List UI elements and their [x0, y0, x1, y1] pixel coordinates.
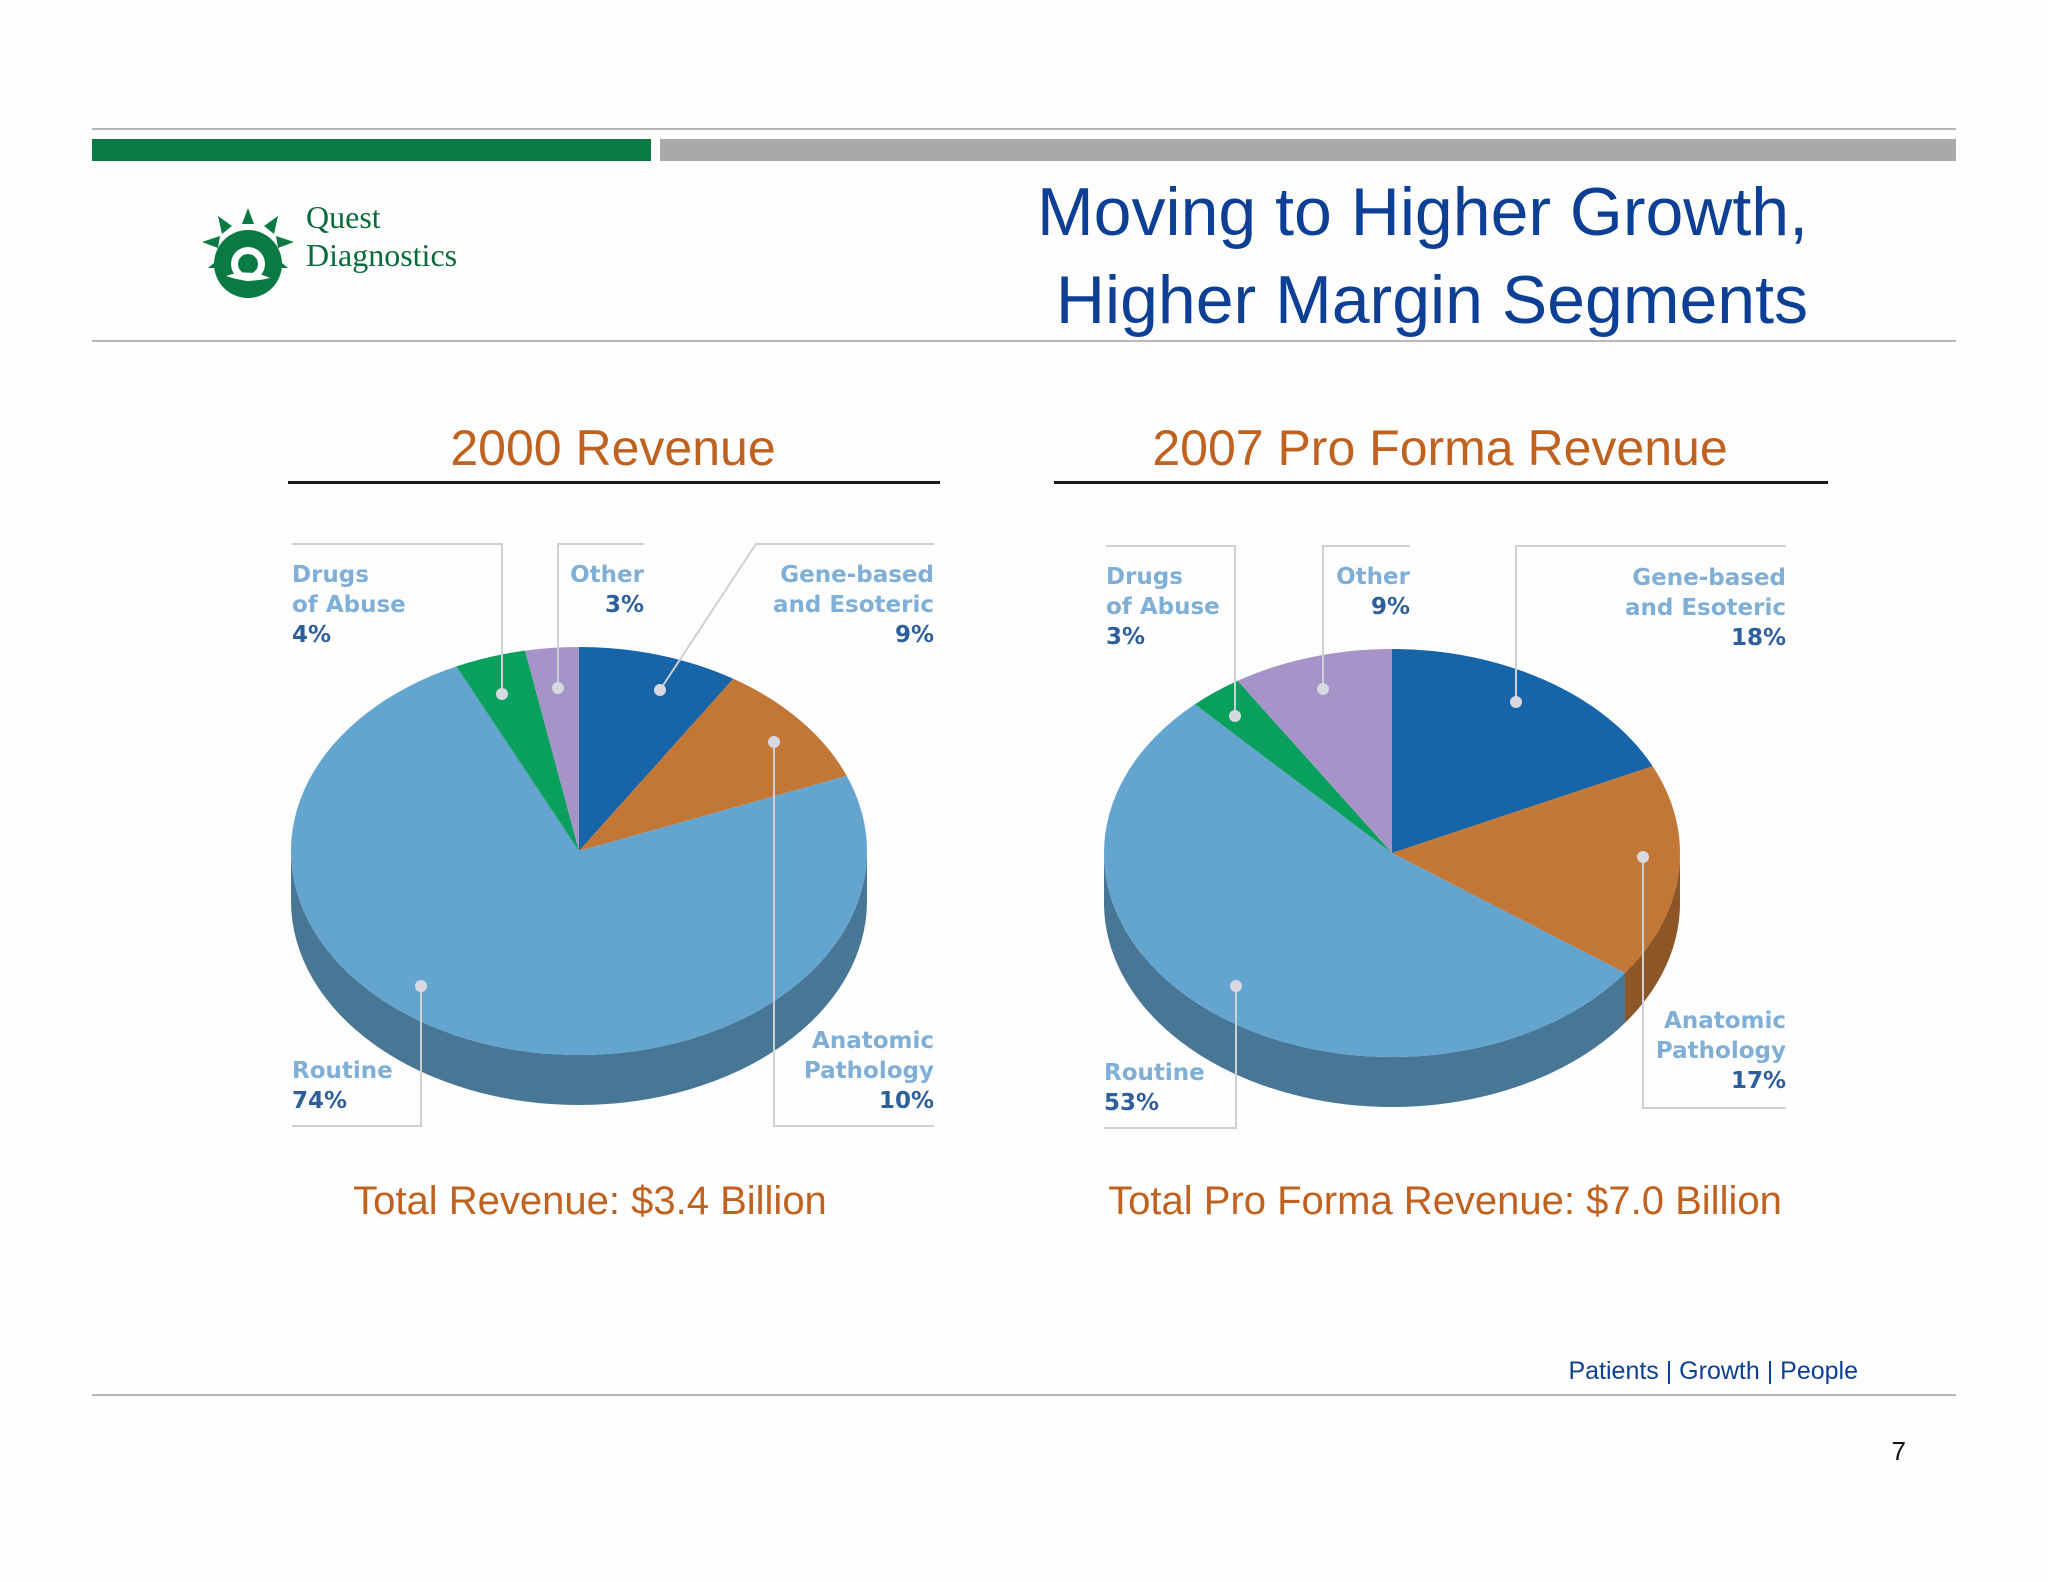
header-divider	[92, 340, 1956, 342]
pie-1-anatomic-pathology-value-label: 10%	[879, 1088, 934, 1114]
pie-1-routine-side	[291, 851, 867, 1105]
pie-1-gene-based-value-label: 9%	[895, 622, 934, 648]
pie-1-drugs-of-abuse-leader-dot	[496, 688, 508, 700]
pie-2-gene-based-leader-dot	[1510, 696, 1522, 708]
chart-1-title-underline	[288, 481, 940, 484]
pie-2-drugs-of-abuse-value-label: 3%	[1106, 624, 1145, 650]
pie-1-gene-based-name-label: Gene-based	[780, 562, 934, 588]
pie-chart-1: Gene-based and Esoteric 9% Anatomic Patholog…	[291, 543, 934, 1127]
top-rule	[92, 128, 1956, 130]
pie-1-other-leader-dot	[552, 682, 564, 694]
pie-2-anatomic-pathology-value-label: 17%	[1731, 1068, 1786, 1094]
pie-2-anatomic-pathology-side	[1624, 853, 1680, 1023]
pie-2-gene-based-slice	[1392, 649, 1653, 853]
pie-1-routine-slice	[291, 666, 868, 1055]
pie-1-drugs-of-abuse-name-label: Drugs	[292, 562, 369, 588]
pie-1-other-leader-line	[557, 543, 644, 688]
pie-2-other-name-label: Other	[1336, 564, 1411, 590]
pie-2-gene-based-value-label: 18%	[1731, 625, 1786, 651]
pie-1-anatomic-pathology-name-label: Pathology	[804, 1058, 934, 1084]
pie-2-other-value-label: 9%	[1371, 594, 1410, 620]
pie-2-other-leader-line	[1322, 545, 1410, 689]
green-header-bar	[92, 139, 651, 161]
pie-2-anatomic-pathology-slice	[1392, 766, 1680, 973]
pie-2-drugs-of-abuse-slice	[1194, 680, 1392, 853]
logo-wordmark: Quest Diagnostics	[306, 198, 457, 274]
pie-1-anatomic-pathology-name-label: Anatomic	[812, 1028, 934, 1054]
pie-2-anatomic-pathology-name-label: Pathology	[1656, 1038, 1786, 1064]
footer-tagline: Patients | Growth | People	[1568, 1357, 1858, 1385]
footer-rule	[92, 1394, 1956, 1396]
pie-1-gene-based-leader-line	[659, 543, 934, 691]
pie-2-routine-value-label: 53%	[1104, 1090, 1159, 1116]
quest-logo-icon	[202, 208, 294, 298]
pie-2-drugs-of-abuse-name-label: Drugs	[1106, 564, 1183, 590]
pie-2-anatomic-pathology-leader-line	[1642, 857, 1786, 1109]
pie-2-gene-based-leader-line	[1515, 545, 1786, 702]
gray-header-bar	[660, 139, 1956, 161]
pie-1-anatomic-pathology-slice	[579, 678, 847, 851]
pie-1-gene-based-leader-dot	[654, 684, 666, 696]
pie-2-anatomic-pathology-leader-dot	[1637, 851, 1649, 863]
pie-1-routine-name-label: Routine	[292, 1058, 393, 1084]
pie-1-other-value-label: 3%	[605, 592, 644, 618]
logo-line-1: Quest	[306, 199, 381, 235]
pie-2-gene-based-name-label: Gene-based	[1632, 565, 1786, 591]
pie-2-routine-leader-dot	[1230, 980, 1242, 992]
pie-1-drugs-of-abuse-leader-line	[292, 543, 503, 694]
pie-2-anatomic-pathology-name-label: Anatomic	[1664, 1008, 1786, 1034]
pie-2-routine-name-label: Routine	[1104, 1060, 1205, 1086]
pie-2-other-slice	[1237, 649, 1392, 853]
pie-2-other-leader-dot	[1317, 683, 1329, 695]
title-line-2: Higher Margin Segments	[1055, 262, 1808, 338]
pie-2-routine-side	[1104, 853, 1625, 1108]
chart-1-title: 2000 Revenue	[450, 420, 776, 476]
pie-1-drugs-of-abuse-slice	[456, 650, 579, 851]
pie-2-drugs-of-abuse-leader-line	[1106, 545, 1236, 716]
page-number: 7	[1891, 1436, 1906, 1466]
pie-1-other-name-label: Other	[570, 562, 645, 588]
pie-2-drugs-of-abuse-name-label: of Abuse	[1106, 594, 1220, 620]
pie-1-gene-based-name-label: and Esoteric	[773, 592, 934, 618]
chart-2-title-underline	[1054, 481, 1828, 484]
pie-2-drugs-of-abuse-leader-dot	[1229, 710, 1241, 722]
pie-1-drugs-of-abuse-name-label: of Abuse	[292, 592, 406, 618]
pie-1-anatomic-pathology-leader-dot	[768, 736, 780, 748]
logo-line-2: Diagnostics	[306, 237, 458, 273]
pie-1-gene-based-slice	[579, 647, 734, 851]
pie-chart-2: Gene-based and Esoteric 18% Anatomic Patholo…	[1104, 545, 1786, 1129]
pie-1-routine-leader-dot	[415, 980, 427, 992]
pie-1-other-slice	[525, 647, 579, 851]
pie-2-routine-leader-line	[1104, 986, 1237, 1129]
chart-2-title: 2007 Pro Forma Revenue	[1152, 420, 1728, 476]
chart-2-total-revenue: Total Pro Forma Revenue: $7.0 Billion	[1108, 1179, 1782, 1223]
pie-1-anatomic-pathology-leader-line	[773, 742, 934, 1127]
pie-2-routine-slice	[1104, 704, 1625, 1057]
pie-2-gene-based-name-label: and Esoteric	[1625, 595, 1786, 621]
pie-1-routine-value-label: 74%	[292, 1088, 347, 1114]
pie-1-routine-leader-line	[292, 986, 422, 1127]
chart-1-total-revenue: Total Revenue: $3.4 Billion	[353, 1179, 827, 1223]
page-title: Moving to Higher Growth, Higher Margin S…	[880, 168, 1808, 344]
pie-1-drugs-of-abuse-value-label: 4%	[292, 622, 331, 648]
title-line-1: Moving to Higher Growth,	[1037, 174, 1808, 250]
